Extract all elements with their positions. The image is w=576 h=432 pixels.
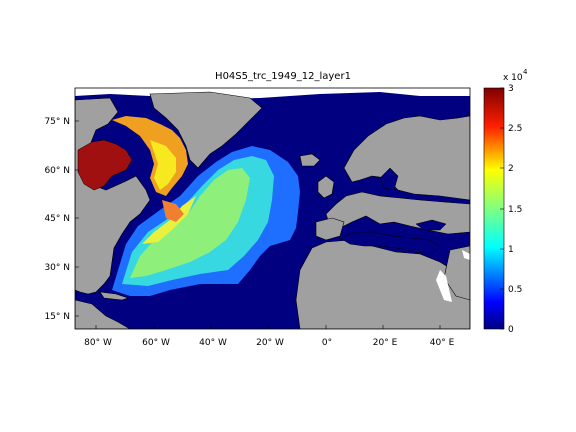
x-tick-label: 40° E bbox=[430, 338, 455, 348]
y-tick-label: 15° N bbox=[44, 312, 70, 322]
tracer-hudson-bay bbox=[77, 139, 133, 191]
y-axis: 75° N 60° N 45° N 30° N 15° N bbox=[44, 117, 79, 322]
sea-black-sea bbox=[415, 219, 447, 231]
chart-title: H04S5_trc_1949_12_layer1 bbox=[215, 71, 351, 82]
x-tick-label: 80° W bbox=[84, 338, 112, 348]
y-tick-label: 30° N bbox=[44, 263, 70, 273]
y-tick-label: 75° N bbox=[44, 117, 70, 127]
sea-baltic bbox=[379, 167, 399, 191]
colorbar-exponent: 4 bbox=[523, 68, 528, 76]
tracer-yellow-band bbox=[142, 196, 196, 244]
land-arabia bbox=[443, 245, 470, 301]
y-tick-label: 60° N bbox=[44, 166, 70, 176]
colorbar-tick-label: 0.5 bbox=[508, 285, 522, 295]
map-frame bbox=[74, 87, 471, 330]
map-panel bbox=[75, 88, 470, 329]
land-cuba bbox=[99, 291, 129, 301]
missing-red-sea bbox=[436, 270, 452, 302]
colorbar-tick-label: 2.5 bbox=[508, 124, 522, 134]
x-axis: 80° W 60° W 40° W 20° W 0° 20° E 40° E bbox=[84, 325, 455, 348]
land-iceland bbox=[299, 153, 321, 167]
land-scandinavia bbox=[343, 115, 470, 201]
tracer-labrador-yellow bbox=[150, 140, 176, 190]
y-tick-label: 45° N bbox=[44, 214, 70, 224]
x-tick-label: 40° W bbox=[199, 338, 227, 348]
tracer-newfoundland bbox=[162, 200, 184, 222]
land-africa bbox=[295, 239, 470, 329]
colorbar-tick-label: 1 bbox=[508, 245, 514, 255]
colorbar-tick-label: 1.5 bbox=[508, 205, 522, 215]
colorbar-tick-label: 0 bbox=[508, 325, 514, 335]
colorbar-ticks bbox=[500, 87, 504, 330]
x-tick-label: 20° W bbox=[256, 338, 284, 348]
land-north-america bbox=[75, 97, 151, 295]
x-tick-label: 60° W bbox=[142, 338, 170, 348]
x-tick-label: 20° E bbox=[373, 338, 398, 348]
land-central-america bbox=[75, 299, 131, 329]
sea-mediterranean bbox=[339, 231, 441, 255]
tracer-green-band bbox=[130, 168, 250, 278]
land-iberia bbox=[315, 217, 345, 241]
x-tick-label: 0° bbox=[322, 338, 332, 348]
land-british-isles bbox=[317, 175, 335, 199]
missing-persian-gulf bbox=[462, 250, 470, 260]
colorbar: 0 0.5 1 1.5 2 2.5 3 x 10 4 bbox=[483, 68, 528, 335]
colorbar-tick-label: 2 bbox=[508, 164, 514, 174]
colorbar-tick-label: 3 bbox=[508, 84, 514, 94]
colorbar-gradient bbox=[483, 87, 505, 330]
colorbar-multiplier: x 10 bbox=[503, 73, 523, 83]
land-greenland bbox=[149, 91, 263, 169]
